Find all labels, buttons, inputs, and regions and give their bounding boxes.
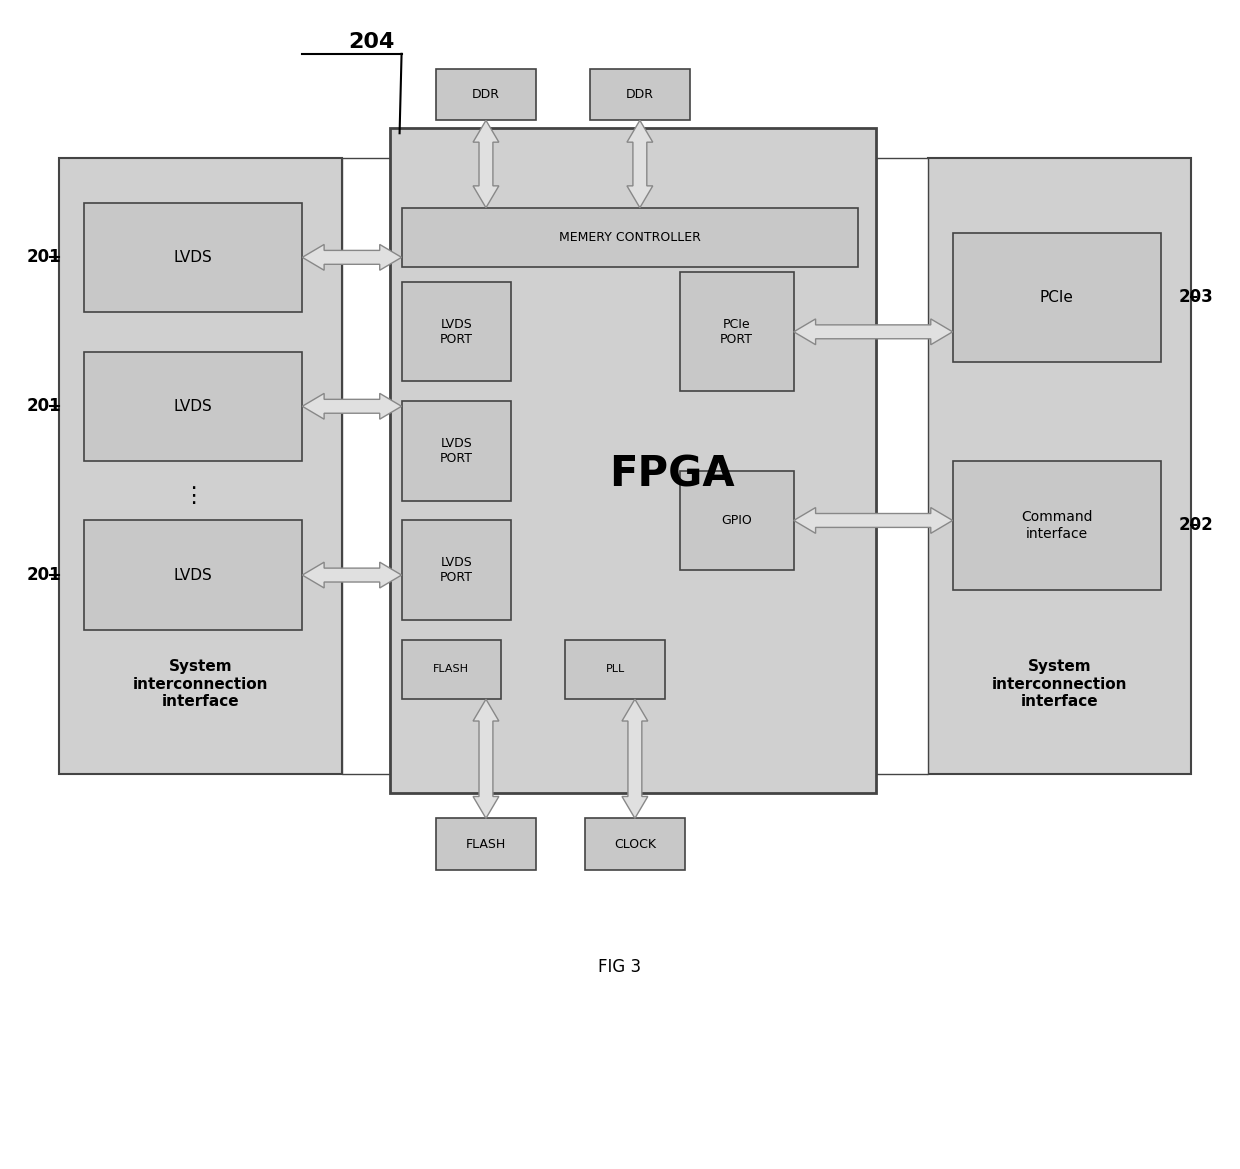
Text: LVDS
PORT: LVDS PORT bbox=[440, 318, 472, 346]
Text: Command
interface: Command interface bbox=[1021, 511, 1092, 540]
Bar bbox=[928, 158, 1190, 774]
Text: FLASH: FLASH bbox=[433, 664, 469, 675]
Text: 203: 203 bbox=[1179, 288, 1214, 306]
Bar bbox=[84, 520, 303, 630]
Text: FIG 3: FIG 3 bbox=[599, 959, 641, 976]
Bar bbox=[877, 158, 928, 774]
Bar bbox=[389, 129, 877, 794]
Polygon shape bbox=[472, 699, 498, 818]
Text: ⋮: ⋮ bbox=[182, 485, 205, 506]
Bar bbox=[585, 818, 684, 870]
Bar bbox=[680, 471, 794, 570]
Text: GPIO: GPIO bbox=[722, 514, 751, 527]
Text: PCIe: PCIe bbox=[1040, 290, 1074, 305]
Text: DDR: DDR bbox=[626, 88, 653, 101]
Bar bbox=[60, 158, 342, 774]
Bar bbox=[342, 158, 389, 774]
Polygon shape bbox=[794, 319, 952, 345]
Text: 204: 204 bbox=[348, 32, 396, 51]
Bar bbox=[436, 818, 536, 870]
Polygon shape bbox=[794, 507, 952, 533]
Text: LVDS
PORT: LVDS PORT bbox=[440, 556, 472, 584]
Polygon shape bbox=[622, 699, 647, 818]
Bar bbox=[402, 282, 511, 381]
Text: DDR: DDR bbox=[472, 88, 500, 101]
Polygon shape bbox=[303, 244, 402, 270]
Text: 201: 201 bbox=[26, 566, 61, 584]
Text: System
interconnection
interface: System interconnection interface bbox=[133, 659, 268, 710]
Polygon shape bbox=[303, 394, 402, 420]
Text: PLL: PLL bbox=[605, 664, 625, 675]
Text: PCIe
PORT: PCIe PORT bbox=[720, 318, 753, 346]
Polygon shape bbox=[303, 562, 402, 588]
Text: 202: 202 bbox=[1179, 517, 1214, 534]
Bar bbox=[952, 233, 1161, 361]
Bar bbox=[402, 520, 511, 620]
Bar bbox=[952, 461, 1161, 590]
Bar bbox=[436, 69, 536, 120]
Text: LVDS: LVDS bbox=[174, 250, 212, 265]
Bar bbox=[680, 272, 794, 392]
Text: CLOCK: CLOCK bbox=[614, 838, 656, 851]
Text: MEMERY CONTROLLER: MEMERY CONTROLLER bbox=[559, 231, 701, 244]
Polygon shape bbox=[472, 120, 498, 208]
Bar bbox=[402, 401, 511, 500]
Bar bbox=[84, 202, 303, 312]
Bar bbox=[590, 69, 689, 120]
Bar bbox=[402, 208, 858, 268]
Polygon shape bbox=[627, 120, 652, 208]
Text: 201: 201 bbox=[26, 397, 61, 415]
Text: FLASH: FLASH bbox=[466, 838, 506, 851]
Bar bbox=[565, 639, 665, 699]
Text: LVDS
PORT: LVDS PORT bbox=[440, 437, 472, 465]
Bar bbox=[402, 639, 501, 699]
Text: 201: 201 bbox=[26, 248, 61, 267]
Text: LVDS: LVDS bbox=[174, 399, 212, 414]
Text: System
interconnection
interface: System interconnection interface bbox=[992, 659, 1127, 710]
Bar bbox=[84, 352, 303, 461]
Text: LVDS: LVDS bbox=[174, 568, 212, 582]
Text: FPGA: FPGA bbox=[609, 454, 734, 496]
